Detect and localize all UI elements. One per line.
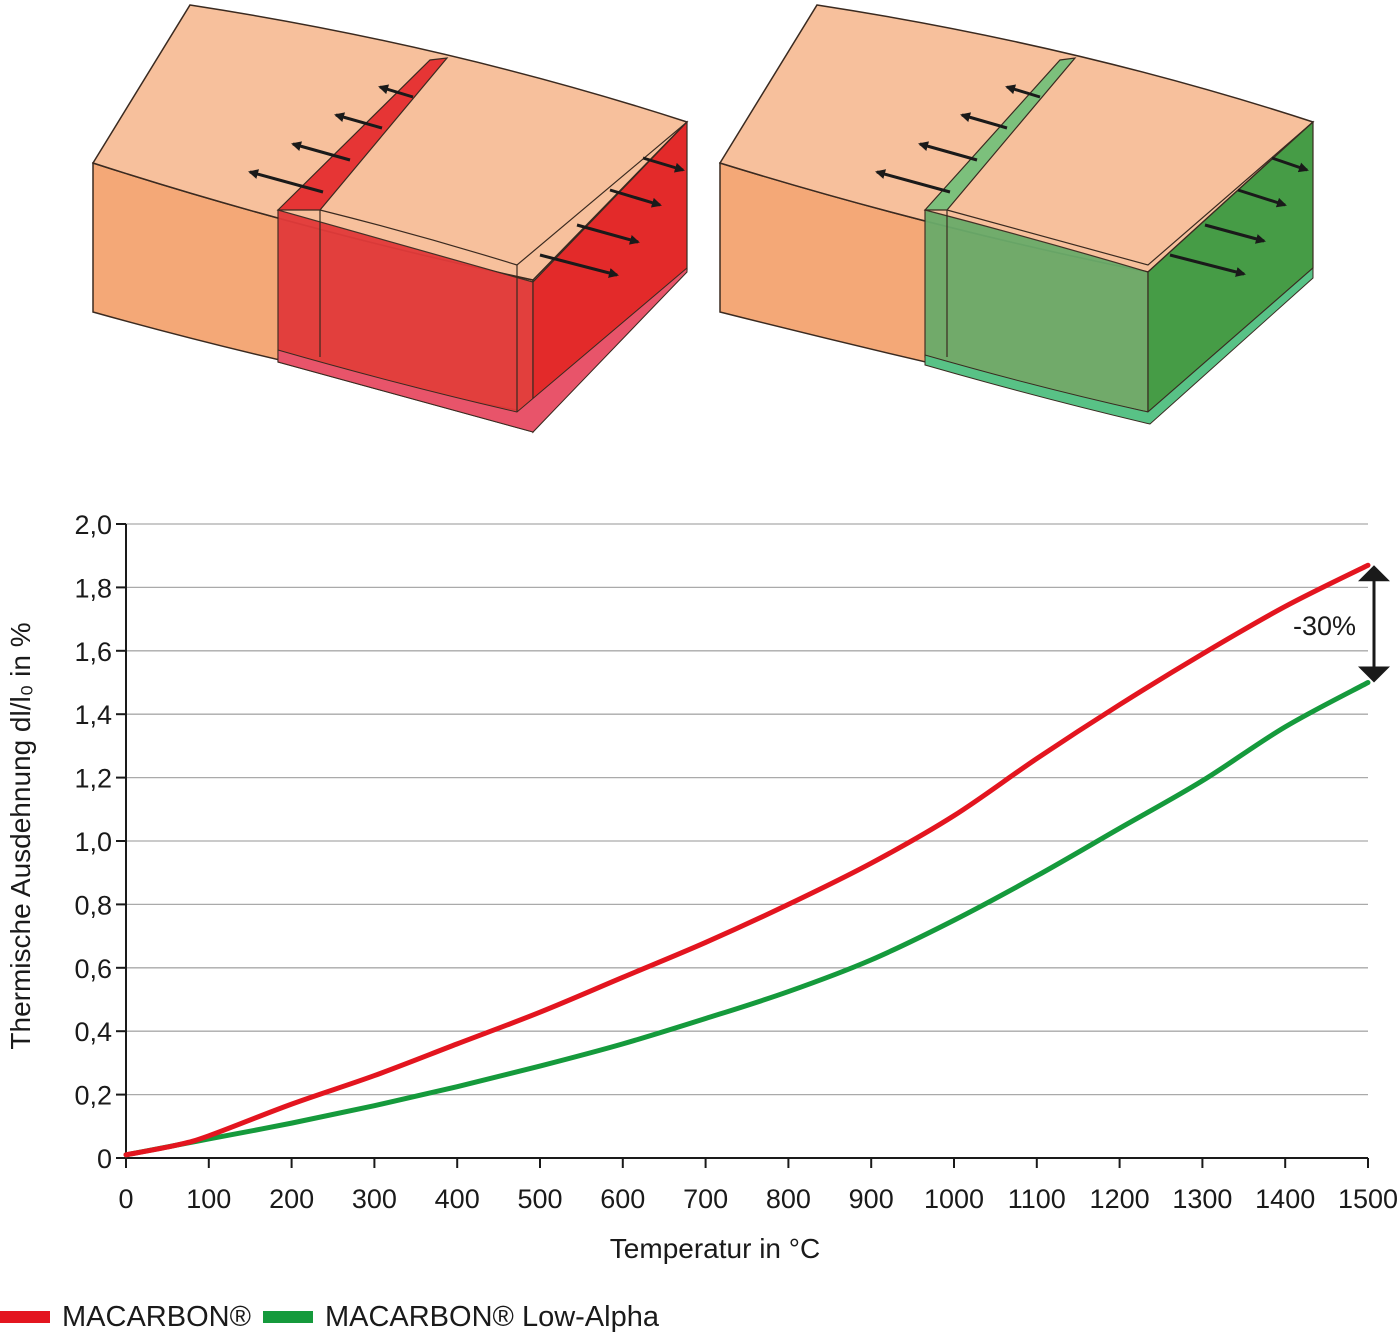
x-tick-label: 400	[435, 1184, 480, 1214]
legend: MACARBON® MACARBON® Low-Alpha	[0, 1297, 671, 1337]
legend-item-macarbon: MACARBON®	[0, 1301, 251, 1334]
x-axis-title: Temperatur in °C	[610, 1233, 820, 1264]
y-tick-label: 0,8	[74, 890, 112, 920]
series-line-low-alpha	[123, 680, 1371, 1158]
block-macarbon	[91, 4, 689, 434]
y-tick-label: 0,4	[74, 1017, 112, 1047]
annotation-arrowhead-down	[1358, 666, 1390, 683]
expansion-illustration	[91, 4, 1315, 434]
x-tick-labels: 0 100 200 300 400 500 600 700 800 900 1000 1100 1200…	[118, 1184, 1398, 1214]
x-tick-label: 600	[600, 1184, 645, 1214]
series-line-macarbon	[123, 562, 1371, 1158]
x-tick-label: 0	[118, 1184, 133, 1214]
annotation-arrowhead-up	[1358, 565, 1390, 582]
y-tick-label: 1,8	[74, 573, 112, 603]
x-tick-label: 500	[517, 1184, 562, 1214]
legend-swatch-low-alpha	[262, 1311, 313, 1323]
legend-item-low-alpha: MACARBON® Low-Alpha	[262, 1300, 659, 1334]
x-tick-label: 900	[849, 1184, 894, 1214]
block-macarbon-low-alpha	[718, 4, 1315, 425]
x-tick-label: 1200	[1090, 1184, 1150, 1214]
x-tick-label: 200	[269, 1184, 314, 1214]
x-tick-label: 100	[186, 1184, 231, 1214]
y-tick-labels: 0 0,2 0,4 0,6 0,8 1,0 1,2 1,4 1,6 1,8 2,0	[74, 510, 112, 1174]
y-tick-label: 2,0	[74, 510, 112, 540]
y-tick-label: 0	[97, 1144, 112, 1174]
annotation-label: -30%	[1293, 611, 1356, 641]
y-tick-label: 1,0	[74, 827, 112, 857]
y-tick-label: 1,4	[74, 700, 112, 730]
legend-swatch-macarbon	[0, 1311, 50, 1323]
x-tick-label: 1500	[1338, 1184, 1398, 1214]
legend-label-low-alpha: MACARBON® Low-Alpha	[324, 1300, 659, 1333]
x-tick-label: 800	[766, 1184, 811, 1214]
y-tick-label: 1,6	[74, 637, 112, 667]
axes	[116, 523, 1369, 1168]
x-tick-label: 700	[683, 1184, 728, 1214]
y-tick-label: 0,2	[74, 1081, 112, 1111]
expansion-chart: 0 0,2 0,4 0,6 0,8 1,0 1,2 1,4 1,6 1,8 2,0 0 100 200 3…	[5, 510, 1398, 1264]
y-tick-label: 0,6	[74, 954, 112, 984]
grid-lines	[126, 523, 1368, 1096]
x-tick-label: 1300	[1172, 1184, 1232, 1214]
x-tick-label: 1400	[1255, 1184, 1315, 1214]
x-tick-label: 1100	[1008, 1184, 1066, 1214]
y-tick-label: 1,2	[74, 764, 112, 794]
legend-label-macarbon: MACARBON®	[62, 1300, 251, 1333]
x-tick-label: 300	[352, 1184, 397, 1214]
x-tick-label: 1000	[924, 1184, 984, 1214]
series-lines	[123, 562, 1371, 1158]
reduction-annotation: -30%	[1293, 565, 1390, 683]
y-axis-title: Thermische Ausdehnung dl/l₀ in %	[5, 622, 36, 1049]
